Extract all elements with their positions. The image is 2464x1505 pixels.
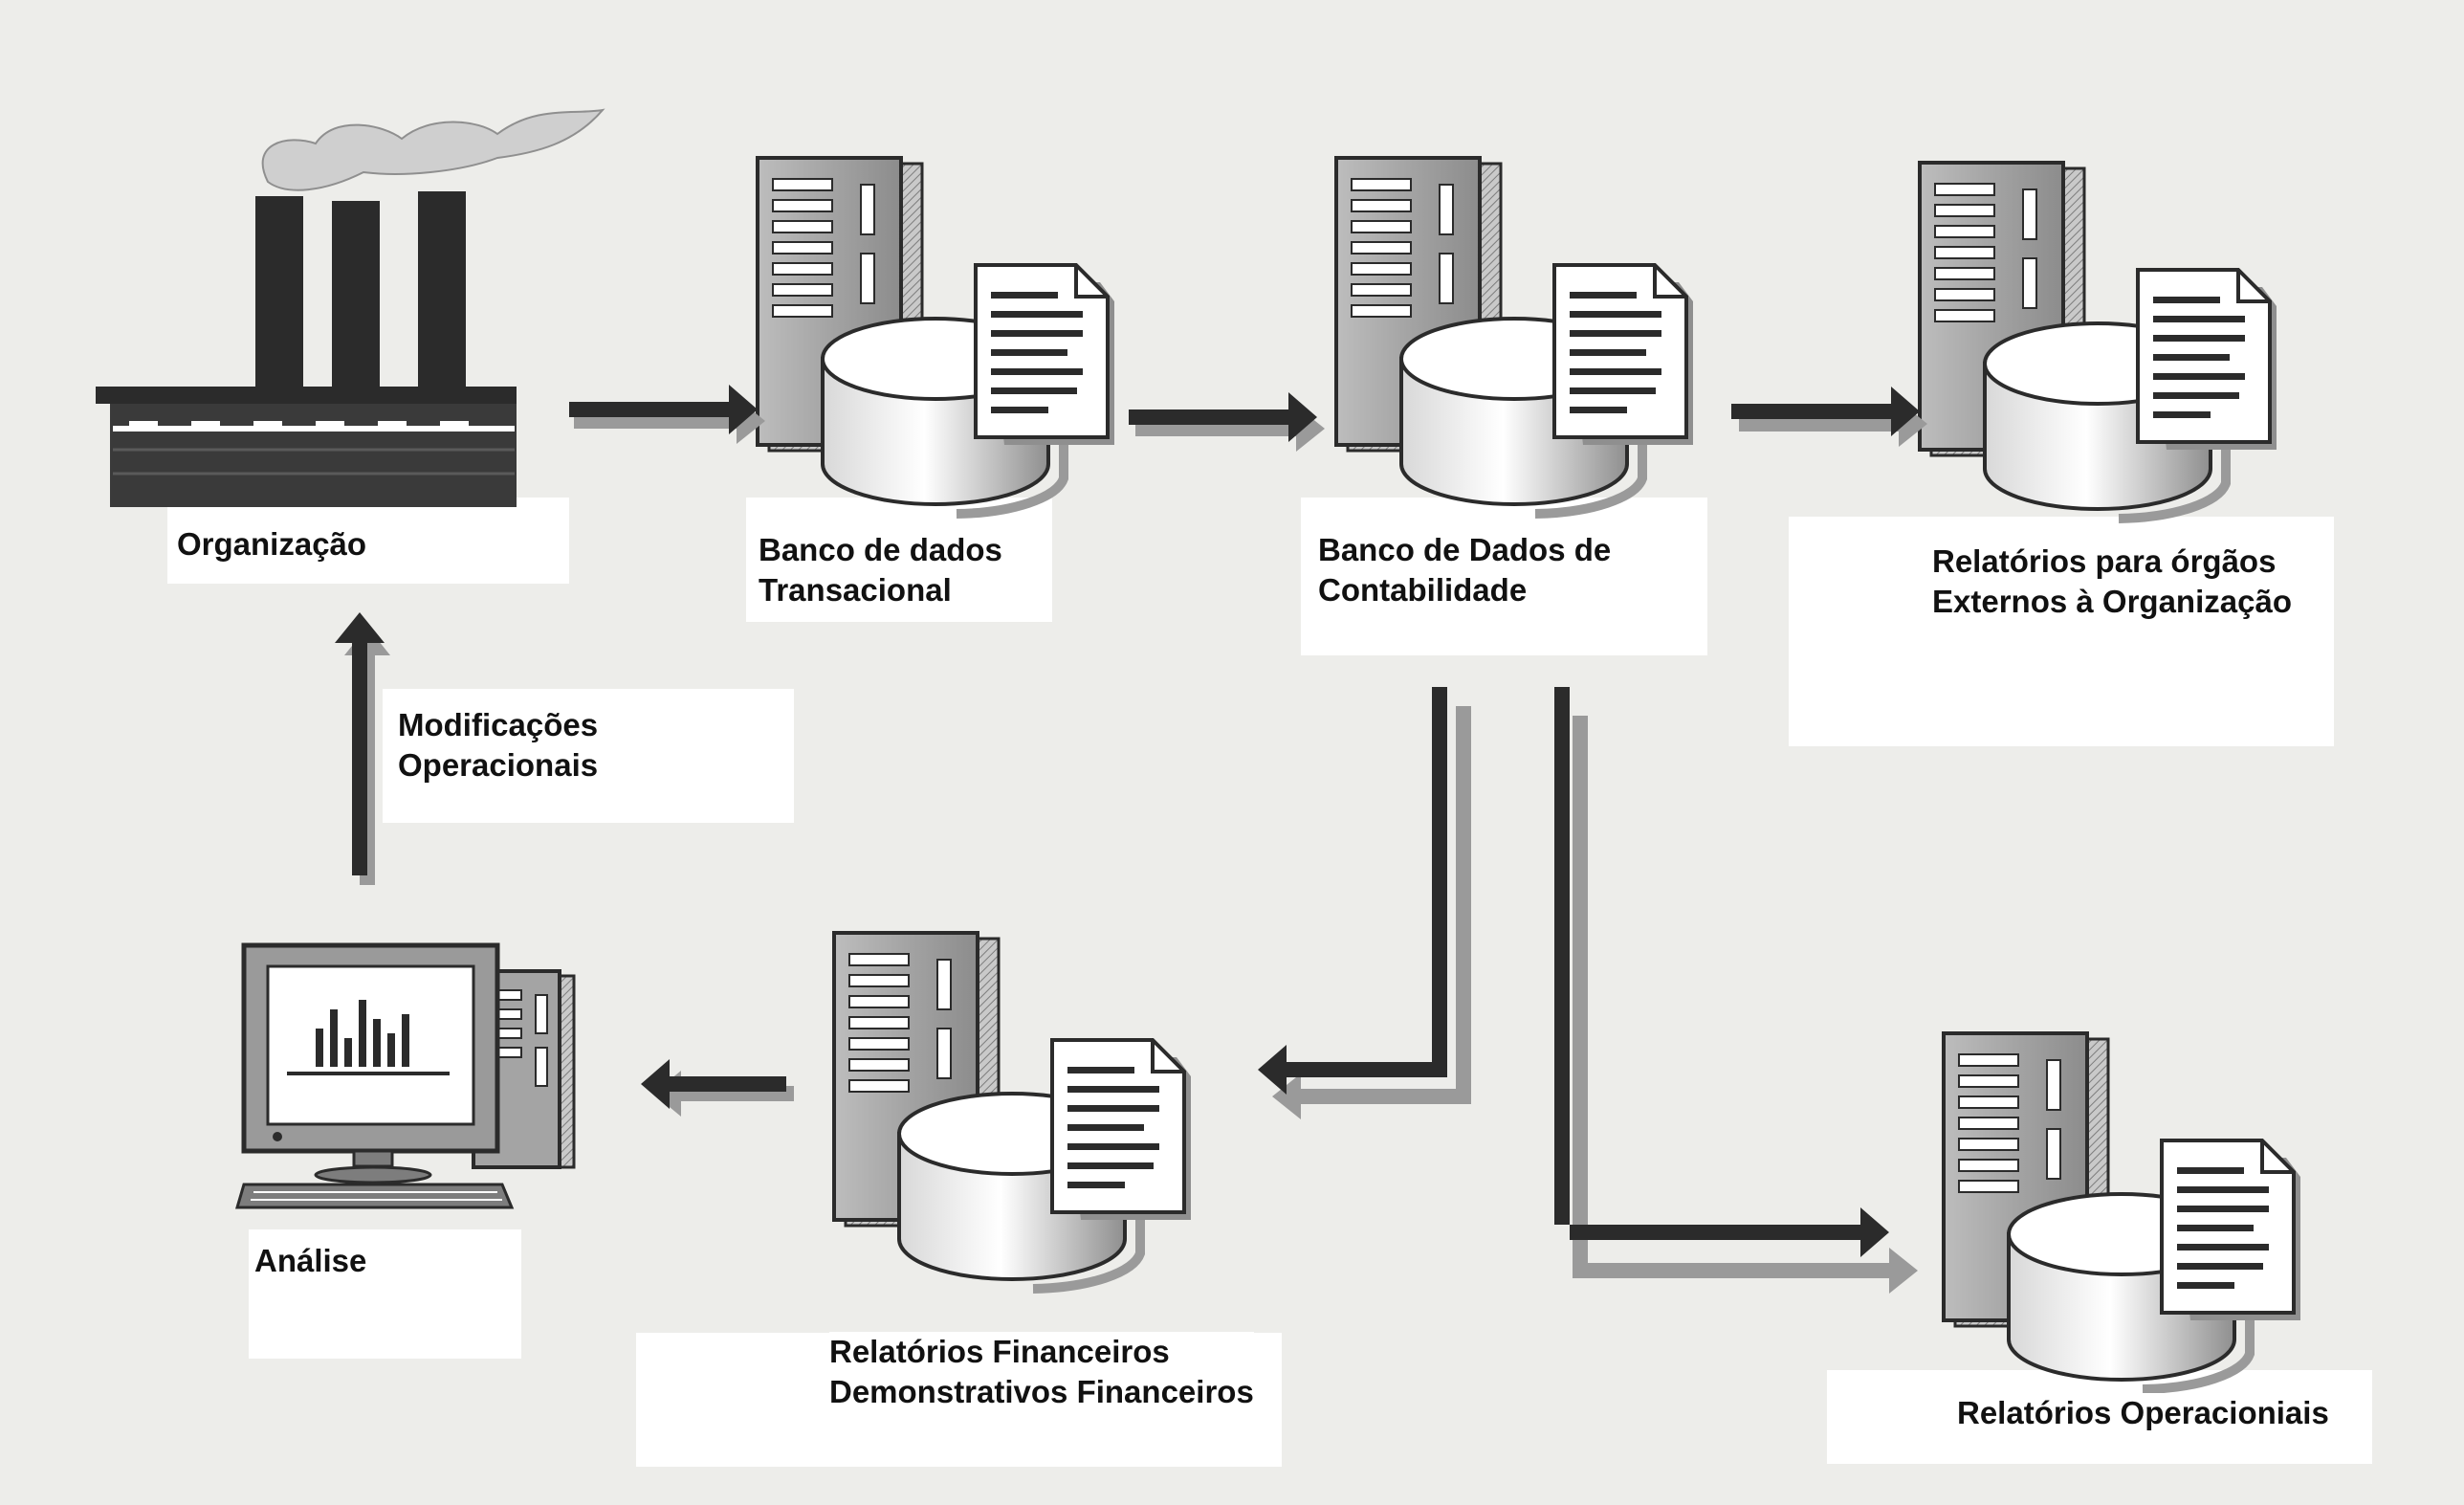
analise-label: Análise	[254, 1243, 367, 1278]
factory-icon	[96, 108, 605, 507]
node-label-banco-contabilidade: Banco de Dados de Contabilidade	[1318, 530, 1612, 610]
database-server-icon	[834, 933, 1191, 1289]
database-server-icon	[758, 158, 1114, 514]
computer-chart-icon	[235, 942, 576, 1209]
arrow-analise-to-organizacao	[335, 612, 390, 885]
edge-label-modificacoes: Modificações Operacionais	[398, 705, 599, 786]
banco-transacional-line1: Banco de dados	[759, 532, 1002, 567]
node-label-banco-transacional: Banco de dados Transacional	[759, 530, 1002, 610]
arrow-contabilidade-to-operacionais	[1554, 687, 1918, 1294]
modificacoes-line2: Operacionais	[398, 747, 599, 783]
arrow-financeiros-to-analise	[641, 1059, 794, 1117]
relatorios-financeiros-line2: Demonstrativos Financeiros	[829, 1374, 1254, 1409]
arrow-contabilidade-to-externos	[1731, 387, 1927, 447]
organizacao-label: Organização	[177, 526, 367, 562]
relatorios-externos-line1: Relatórios para órgãos	[1932, 543, 2277, 579]
relatorios-operacionais-label: Relatórios Operacioniais	[1957, 1395, 2329, 1430]
database-server-icon	[1920, 163, 2277, 519]
node-label-relatorios-externos: Relatórios para órgãos Externos à Organi…	[1932, 542, 2292, 622]
node-label-relatorios-financeiros: Relatórios Financeiros Demonstrativos Fi…	[829, 1332, 1254, 1412]
relatorios-externos-line2: Externos à Organização	[1932, 584, 2292, 619]
banco-transacional-line2: Transacional	[759, 572, 952, 608]
banco-contabilidade-line2: Contabilidade	[1318, 572, 1528, 608]
banco-contabilidade-line1: Banco de Dados de	[1318, 532, 1612, 567]
modificacoes-line1: Modificações	[398, 707, 599, 742]
arrow-transacional-to-contabilidade	[1129, 392, 1325, 452]
arrow-organizacao-to-transacional	[569, 385, 765, 444]
database-server-icon	[1944, 1033, 2300, 1389]
arrow-contabilidade-to-financeiros	[1258, 687, 1471, 1119]
node-label-analise: Análise	[254, 1241, 367, 1281]
relatorios-financeiros-line1: Relatórios Financeiros	[829, 1334, 1170, 1369]
node-label-organizacao: Organização	[177, 524, 367, 564]
database-server-icon	[1336, 158, 1693, 514]
node-label-relatorios-operacionais: Relatórios Operacioniais	[1957, 1393, 2329, 1433]
